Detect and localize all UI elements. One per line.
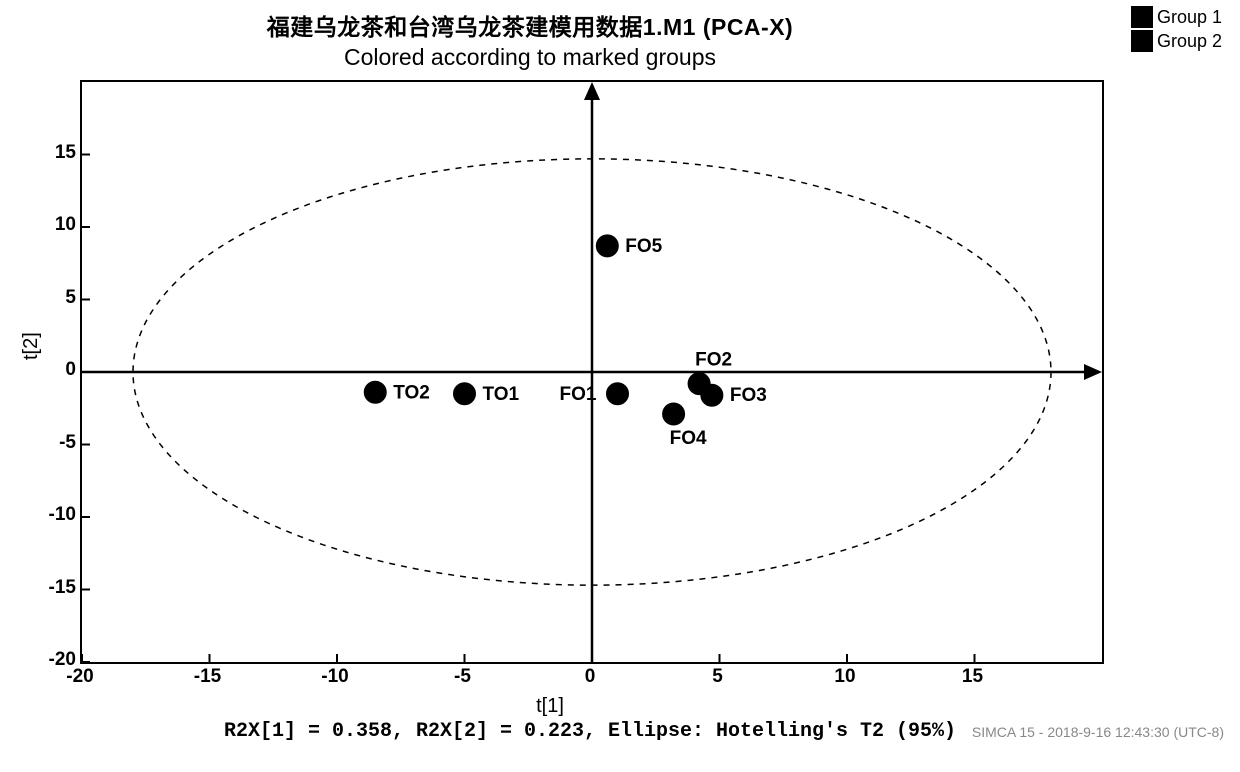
x-axis-label: t[1] bbox=[0, 695, 1100, 718]
svg-text:FO3: FO3 bbox=[730, 385, 767, 406]
legend: Group 1 Group 2 bbox=[1131, 6, 1222, 54]
y-axis-label: t[2] bbox=[20, 332, 43, 360]
legend-swatch-2 bbox=[1131, 30, 1153, 52]
y-tick: -10 bbox=[44, 504, 76, 526]
svg-text:FO4: FO4 bbox=[670, 428, 707, 449]
svg-text:FO5: FO5 bbox=[625, 236, 662, 257]
svg-text:FO1: FO1 bbox=[560, 384, 597, 405]
plot-area: TO2 TO1 FO1 FO2 FO3 FO4 FO5 bbox=[80, 80, 1104, 664]
legend-label-1: Group 1 bbox=[1157, 7, 1222, 28]
legend-item-2: Group 2 bbox=[1131, 30, 1222, 52]
x-tick: 15 bbox=[962, 666, 983, 688]
y-tick: -15 bbox=[44, 577, 76, 599]
y-tick: -20 bbox=[44, 649, 76, 671]
footer-stats: R2X[1] = 0.358, R2X[2] = 0.223, Ellipse:… bbox=[80, 720, 1100, 743]
y-tick: 0 bbox=[44, 359, 76, 381]
watermark: SIMCA 15 - 2018-9-16 12:43:30 (UTC-8) bbox=[972, 724, 1224, 740]
title-line-1: 福建乌龙茶和台湾乌龙茶建模用数据1.M1 (PCA-X) bbox=[0, 8, 1060, 42]
pca-chart-root: 福建乌龙茶和台湾乌龙茶建模用数据1.M1 (PCA-X) Colored acc… bbox=[0, 0, 1240, 772]
y-tick: -5 bbox=[44, 432, 76, 454]
x-tick: -15 bbox=[194, 666, 221, 688]
legend-item-1: Group 1 bbox=[1131, 6, 1222, 28]
svg-text:TO1: TO1 bbox=[483, 384, 520, 405]
chart-title: 福建乌龙茶和台湾乌龙茶建模用数据1.M1 (PCA-X) Colored acc… bbox=[0, 8, 1060, 71]
x-tick: 10 bbox=[834, 666, 855, 688]
svg-text:FO2: FO2 bbox=[695, 350, 732, 371]
y-tick: 10 bbox=[44, 214, 76, 236]
x-tick: -10 bbox=[321, 666, 348, 688]
x-tick: 5 bbox=[712, 666, 723, 688]
y-tick: 5 bbox=[44, 287, 76, 309]
legend-label-2: Group 2 bbox=[1157, 31, 1222, 52]
svg-text:TO2: TO2 bbox=[393, 382, 430, 403]
legend-swatch-1 bbox=[1131, 6, 1153, 28]
x-tick: 0 bbox=[585, 666, 596, 688]
y-tick: 15 bbox=[44, 142, 76, 164]
x-tick: -5 bbox=[454, 666, 471, 688]
title-line-2: Colored according to marked groups bbox=[0, 44, 1060, 71]
plot-svg: TO2 TO1 FO1 FO2 FO3 FO4 FO5 bbox=[82, 82, 1102, 662]
